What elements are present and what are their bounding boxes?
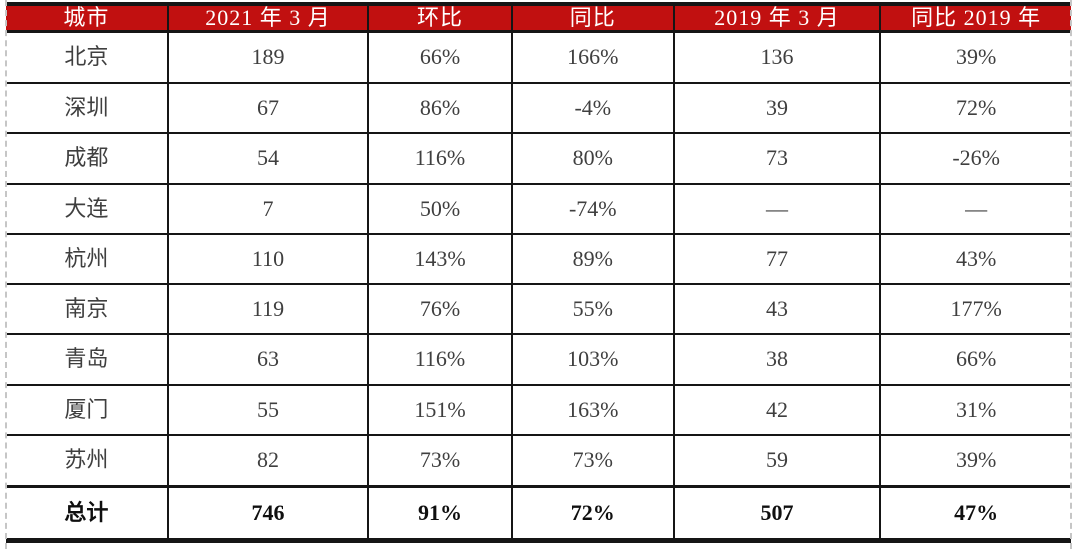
value-cell: 151%	[367, 383, 512, 436]
value-cell: 39%	[879, 434, 1071, 487]
value-cell: 43	[672, 283, 881, 335]
header-cell-city: 城市	[6, 4, 168, 34]
value-cell: 72%	[879, 81, 1071, 134]
value-cell: 47%	[879, 484, 1071, 541]
value-cell: 50%	[367, 182, 512, 234]
value-cell: 166%	[510, 31, 674, 83]
value-cell: 38	[672, 333, 881, 385]
value-cell: 55%	[510, 283, 674, 335]
table-row: 杭州 110 143% 89% 77 43%	[6, 232, 1071, 285]
city-name-cell: 北京	[64, 44, 109, 70]
table-row: 青岛 63 116% 103% 38 66%	[6, 333, 1071, 385]
value-cell: 91%	[367, 484, 512, 541]
header-cell-2021-march: 2021 年 3 月	[166, 4, 369, 34]
value-cell: 143%	[367, 232, 512, 285]
value-cell: 136	[672, 31, 881, 83]
city-name-cell: 青岛	[6, 333, 168, 385]
value-cell: —	[672, 182, 881, 234]
value-cell: 54	[166, 132, 369, 184]
city-name-cell: 深圳	[6, 81, 168, 134]
value-cell: 67	[166, 81, 369, 134]
value-cell: 80%	[510, 132, 674, 184]
value-cell: 42	[672, 383, 881, 436]
table-row: 北京 189 66% 166% 136 39%	[6, 31, 1071, 83]
value-cell: 39%	[879, 31, 1071, 83]
header-row: 城市 2021 年 3 月 环比 同比 2019 年 3 月 同比 2019 年	[6, 4, 1071, 34]
table-row: 深圳 67 86% -4% 39 72%	[6, 81, 1071, 134]
city-name-cell: 总计	[6, 484, 168, 541]
value-cell: 43%	[879, 232, 1071, 285]
value-cell: 73%	[510, 434, 674, 487]
city-name-cell: 苏州	[6, 434, 168, 487]
table-row: 大连 7 50% -74% — —	[6, 182, 1071, 234]
value-cell: 76%	[367, 283, 512, 335]
value-cell: 82	[166, 434, 369, 487]
city-name-cell: 厦门	[6, 383, 168, 436]
header-cell-yoy: 同比	[510, 4, 674, 34]
city-name-cell: 杭州	[6, 232, 168, 285]
value-cell: 73%	[367, 434, 512, 487]
value-cell: 72%	[510, 484, 674, 541]
value-cell: -26%	[879, 132, 1071, 184]
value-cell: -4%	[510, 81, 674, 134]
value-cell: 103%	[510, 333, 674, 385]
value-cell: 31%	[879, 383, 1071, 436]
value-cell: 116%	[367, 333, 512, 385]
value-cell: 63	[166, 333, 369, 385]
value-cell: -74%	[510, 182, 674, 234]
table-row: 厦门 55 151% 163% 42 31%	[6, 383, 1071, 436]
table-body: 北京 189 66% 166% 136 39% 深圳 67 86% -4% 39 72% 成都 54 116…	[6, 31, 1071, 541]
value-cell: —	[879, 182, 1071, 234]
value-cell: 55	[166, 383, 369, 436]
value-cell: 189	[166, 31, 369, 83]
value-cell: 59	[672, 434, 881, 487]
value-cell: 7	[166, 182, 369, 234]
value-cell: 66%	[367, 31, 512, 83]
header-cell-2019-march: 2019 年 3 月	[672, 4, 881, 34]
table-row: 成都 54 116% 80% 73 -26%	[6, 132, 1071, 184]
value-cell: 163%	[510, 383, 674, 436]
page-break-line-left	[5, 0, 7, 549]
value-cell: 89%	[510, 232, 674, 285]
header-cell-mom: 环比	[367, 4, 512, 34]
page-break-line-right	[1070, 0, 1072, 549]
city-name-cell: 南京	[6, 283, 168, 335]
table-row: 南京 119 76% 55% 43 177%	[6, 283, 1071, 335]
city-name-cell: 成都	[6, 132, 168, 184]
city-stats-table: 城市 2021 年 3 月 环比 同比 2019 年 3 月 同比 2019 年…	[6, 2, 1071, 543]
value-cell: 110	[166, 232, 369, 285]
value-cell: 77	[672, 232, 881, 285]
value-cell: 86%	[367, 81, 512, 134]
value-cell: 507	[672, 484, 881, 541]
table-row: 苏州 82 73% 73% 59 39%	[6, 434, 1071, 487]
total-row: 总计 746 91% 72% 507 47%	[6, 484, 1071, 541]
header-cell-yoy-2019: 同比 2019 年	[879, 4, 1071, 34]
value-cell: 66%	[879, 333, 1071, 385]
city-name-cell: 大连	[6, 182, 168, 234]
value-cell: 119	[166, 283, 369, 335]
value-cell: 177%	[879, 283, 1071, 335]
value-cell: 116%	[367, 132, 512, 184]
value-cell: 73	[672, 132, 881, 184]
value-cell: 39	[672, 81, 881, 134]
value-cell: 746	[166, 484, 369, 541]
